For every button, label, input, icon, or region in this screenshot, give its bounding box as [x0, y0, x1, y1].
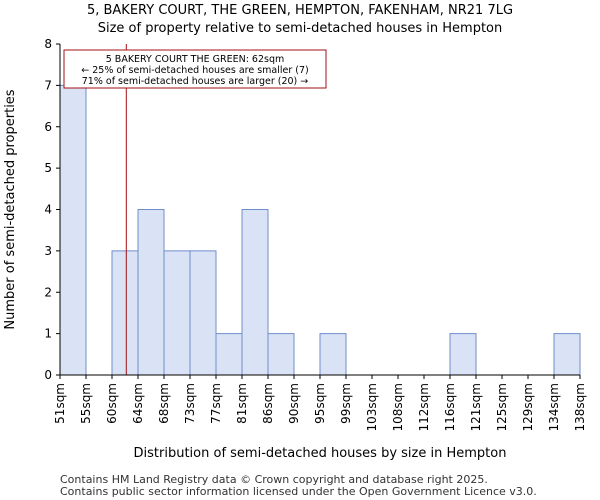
x-tick-label: 112sqm [417, 383, 431, 431]
bar-86sqm [267, 333, 295, 376]
annotation-line-2: ← 25% of semi-detached houses are smalle… [81, 65, 309, 76]
y-tick-label: 3 [44, 244, 52, 258]
x-tick-label: 103sqm [365, 383, 379, 431]
x-tick-label: 73sqm [183, 383, 197, 424]
x-tick-label: 95sqm [313, 383, 327, 424]
x-tick-label: 121sqm [469, 383, 483, 431]
x-tick-label: 90sqm [287, 383, 301, 424]
annotation-line-3: 71% of semi-detached houses are larger (… [82, 76, 309, 87]
bar-68sqm [163, 250, 191, 376]
x-tick-label: 125sqm [495, 383, 509, 431]
axes-group: 0 1 2 3 4 5 6 7 8 51sqm 55sqm 60sqm 64sqm 68sqm 73sqm 7… [44, 37, 587, 431]
x-tick-label: 108sqm [391, 383, 405, 431]
x-tick-label: 134sqm [547, 383, 561, 431]
x-tick-label: 99sqm [339, 383, 353, 424]
y-tick-label: 7 [44, 78, 52, 92]
bar-134sqm [553, 333, 581, 376]
y-tick-label: 2 [44, 285, 52, 299]
annotation-box: 5 BAKERY COURT THE GREEN: 62sqm ← 25% of… [63, 49, 327, 89]
bar-64sqm [137, 209, 165, 376]
bar-77sqm [215, 333, 243, 376]
y-tick-label: 1 [44, 327, 52, 341]
chart-subtitle: Size of property relative to semi-detach… [97, 21, 503, 36]
x-tick-label: 86sqm [261, 383, 275, 424]
x-tick-label: 64sqm [131, 383, 145, 424]
y-tick-label: 5 [44, 161, 52, 175]
x-tick-label: 77sqm [209, 383, 223, 424]
annotation-rect [63, 49, 327, 89]
bar-116sqm [449, 333, 477, 376]
x-tick-label: 138sqm [573, 383, 587, 431]
bar-51sqm [59, 84, 87, 376]
x-tick-label: 55sqm [79, 383, 93, 424]
x-tick-label: 116sqm [443, 383, 457, 431]
y-tick-label: 6 [44, 120, 52, 134]
annotation-line-1: 5 BAKERY COURT THE GREEN: 62sqm [106, 54, 285, 65]
x-tick-label: 81sqm [235, 383, 249, 424]
x-tick-label: 51sqm [53, 383, 67, 424]
x-tick-label: 129sqm [521, 383, 535, 431]
y-tick-label: 4 [44, 203, 52, 217]
y-axis-label: Number of semi-detached properties [3, 89, 18, 329]
y-tick-label: 0 [44, 368, 52, 382]
footer-line-2: Contains public sector information licen… [60, 485, 537, 498]
bars-group [59, 84, 581, 376]
bar-95sqm [319, 333, 347, 376]
x-tick-label: 68sqm [157, 383, 171, 424]
chart-title: 5, BAKERY COURT, THE GREEN, HEMPTON, FAK… [86, 3, 514, 18]
y-tick-label: 8 [44, 37, 52, 51]
x-tick-label: 60sqm [105, 383, 119, 424]
x-axis-label: Distribution of semi-detached houses by … [134, 446, 507, 461]
footer-line-1: Contains HM Land Registry data © Crown c… [60, 473, 488, 486]
bar-60sqm [111, 250, 139, 376]
bar-73sqm [189, 250, 217, 376]
bar-81sqm [241, 209, 269, 376]
